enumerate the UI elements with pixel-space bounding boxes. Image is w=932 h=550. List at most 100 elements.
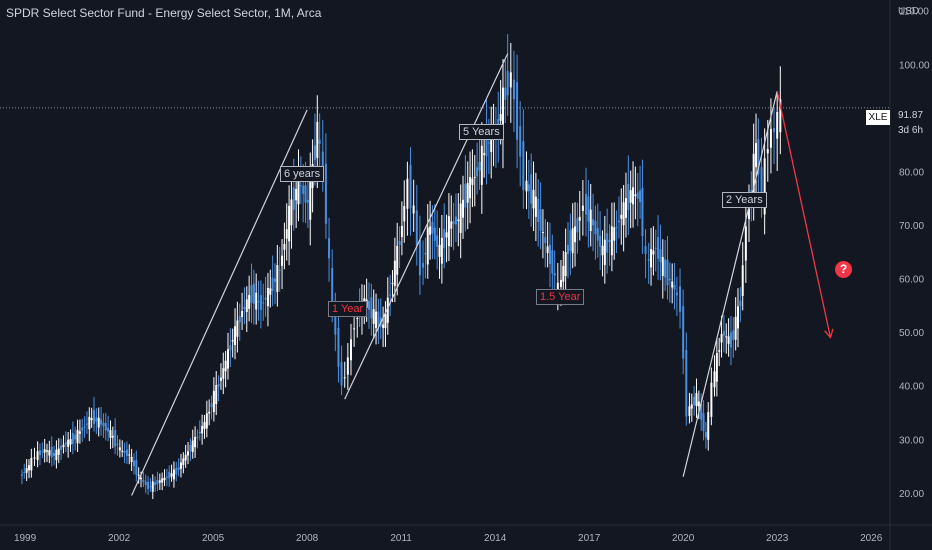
candle-body-301 bbox=[760, 167, 763, 201]
candle-body-199 bbox=[504, 87, 507, 100]
candle-body-259 bbox=[654, 247, 657, 249]
bar-countdown: 3d 6h bbox=[898, 125, 924, 136]
candle-body-241 bbox=[610, 226, 613, 256]
candle-body-198 bbox=[501, 87, 504, 136]
candle-body-153 bbox=[391, 282, 394, 284]
candle-body-250 bbox=[632, 187, 635, 205]
candle-body-1 bbox=[23, 472, 26, 474]
annotation-two-years[interactable]: 2 Years bbox=[722, 192, 767, 208]
candle-body-0 bbox=[20, 474, 23, 476]
candle-body-50 bbox=[140, 478, 143, 480]
candle-body-48 bbox=[135, 460, 138, 475]
annotation-five-years[interactable]: 5 Years bbox=[459, 124, 504, 140]
candle-body-304 bbox=[769, 128, 772, 148]
candle-body-28 bbox=[88, 416, 91, 430]
candle-body-61 bbox=[165, 476, 168, 478]
candle-body-247 bbox=[624, 198, 627, 218]
candle-body-57 bbox=[156, 479, 159, 485]
annotation-one-half-year[interactable]: 1.5 Year bbox=[536, 289, 585, 305]
candle-body-106 bbox=[271, 277, 274, 292]
candle-body-49 bbox=[137, 474, 140, 476]
candle-body-133 bbox=[340, 362, 343, 386]
candle-body-30 bbox=[93, 410, 96, 424]
candle-body-243 bbox=[615, 226, 618, 228]
candle-body-273 bbox=[690, 404, 693, 409]
candle-body-186 bbox=[473, 176, 476, 178]
candle-body-128 bbox=[324, 163, 327, 224]
candle-body-239 bbox=[606, 233, 609, 253]
candle-body-161 bbox=[412, 205, 415, 214]
annotation-one-year[interactable]: 1 Year bbox=[328, 301, 368, 317]
y-tick-label-6: 80.00 bbox=[899, 167, 924, 178]
y-tick-label-4: 60.00 bbox=[899, 275, 924, 286]
candle-body-299 bbox=[755, 143, 758, 168]
x-tick-label-1: 2002 bbox=[108, 533, 131, 544]
candle-body-114 bbox=[290, 199, 293, 226]
candle-body-268 bbox=[675, 292, 678, 296]
candle-body-80 bbox=[210, 403, 213, 408]
candle-body-116 bbox=[295, 188, 298, 201]
candle-body-227 bbox=[576, 218, 579, 233]
candle-body-9 bbox=[43, 449, 46, 453]
candle-body-271 bbox=[685, 350, 688, 417]
candle-body-296 bbox=[747, 208, 750, 219]
candle-body-262 bbox=[661, 256, 664, 277]
candle-body-230 bbox=[585, 194, 588, 215]
candle-body-291 bbox=[734, 316, 737, 340]
y-tick-label-5: 70.00 bbox=[899, 221, 924, 232]
y-tick-label-1: 30.00 bbox=[899, 435, 924, 446]
candle-body-191 bbox=[485, 132, 488, 157]
candle-body-275 bbox=[695, 393, 698, 407]
candle-body-25 bbox=[81, 427, 84, 431]
candle-body-252 bbox=[636, 192, 639, 199]
candle-body-306 bbox=[776, 112, 779, 139]
candle-body-100 bbox=[257, 301, 260, 303]
candle-body-83 bbox=[217, 384, 220, 387]
candle-body-232 bbox=[589, 209, 592, 232]
candle-body-248 bbox=[627, 183, 630, 211]
candle-body-286 bbox=[722, 330, 725, 336]
candle-body-175 bbox=[447, 216, 450, 247]
candle-body-160 bbox=[409, 164, 412, 209]
candle-body-288 bbox=[727, 336, 730, 344]
question-circle-icon[interactable]: ? bbox=[835, 261, 852, 278]
candle-body-6 bbox=[36, 451, 39, 460]
candle-body-177 bbox=[452, 221, 455, 224]
candle-body-119 bbox=[302, 185, 305, 194]
candle-body-54 bbox=[149, 486, 152, 488]
candle-body-71 bbox=[189, 445, 192, 452]
candle-body-64 bbox=[172, 469, 175, 480]
candle-body-225 bbox=[571, 228, 574, 254]
candle-body-178 bbox=[454, 216, 457, 225]
candle-body-170 bbox=[436, 235, 439, 247]
x-tick-label-2: 2005 bbox=[202, 533, 225, 544]
candle-body-151 bbox=[386, 297, 389, 323]
candle-body-92 bbox=[238, 315, 241, 323]
candle-body-224 bbox=[569, 230, 572, 251]
candle-body-113 bbox=[288, 205, 291, 242]
candle-body-289 bbox=[729, 332, 732, 348]
candle-body-270 bbox=[682, 306, 685, 359]
candle-body-282 bbox=[713, 371, 716, 388]
candle-body-94 bbox=[243, 307, 246, 309]
candle-body-87 bbox=[226, 349, 229, 369]
candle-body-120 bbox=[304, 185, 307, 203]
trend-line-2 bbox=[682, 90, 778, 477]
candle-body-162 bbox=[415, 210, 418, 246]
candle-body-219 bbox=[556, 282, 559, 290]
candle-body-281 bbox=[710, 382, 713, 417]
candle-body-38 bbox=[111, 435, 114, 438]
candle-body-200 bbox=[506, 71, 509, 96]
candle-body-11 bbox=[48, 450, 51, 456]
candle-body-164 bbox=[422, 262, 425, 268]
candle-body-20 bbox=[69, 439, 72, 445]
candle-body-258 bbox=[652, 250, 655, 255]
annotation-six-years[interactable]: 6 years bbox=[280, 166, 325, 182]
candle-body-52 bbox=[144, 481, 147, 486]
candle-body-215 bbox=[546, 246, 549, 254]
candle-body-15 bbox=[57, 448, 60, 455]
candle-body-274 bbox=[693, 396, 696, 406]
ticker-badge: XLE bbox=[866, 110, 890, 125]
projection-arrow-line bbox=[776, 90, 832, 338]
